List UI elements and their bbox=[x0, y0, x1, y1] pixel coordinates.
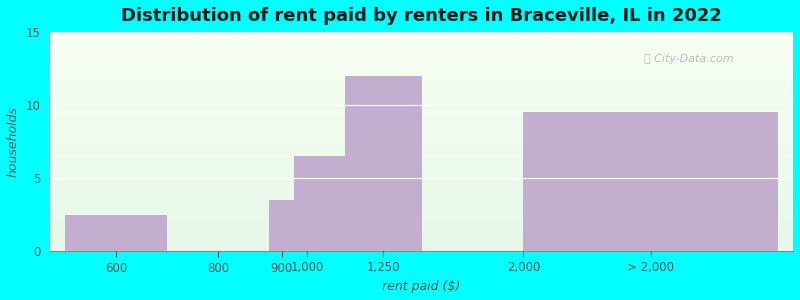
Bar bbox=[294, 156, 346, 251]
X-axis label: rent paid ($): rent paid ($) bbox=[382, 280, 461, 293]
Text: ⛳ City-Data.com: ⛳ City-Data.com bbox=[645, 54, 734, 64]
Bar bbox=[346, 76, 422, 251]
Bar bbox=[523, 112, 778, 251]
Title: Distribution of rent paid by renters in Braceville, IL in 2022: Distribution of rent paid by renters in … bbox=[121, 7, 722, 25]
Y-axis label: households: households bbox=[7, 106, 20, 177]
Bar bbox=[269, 200, 294, 251]
Bar bbox=[66, 214, 167, 251]
